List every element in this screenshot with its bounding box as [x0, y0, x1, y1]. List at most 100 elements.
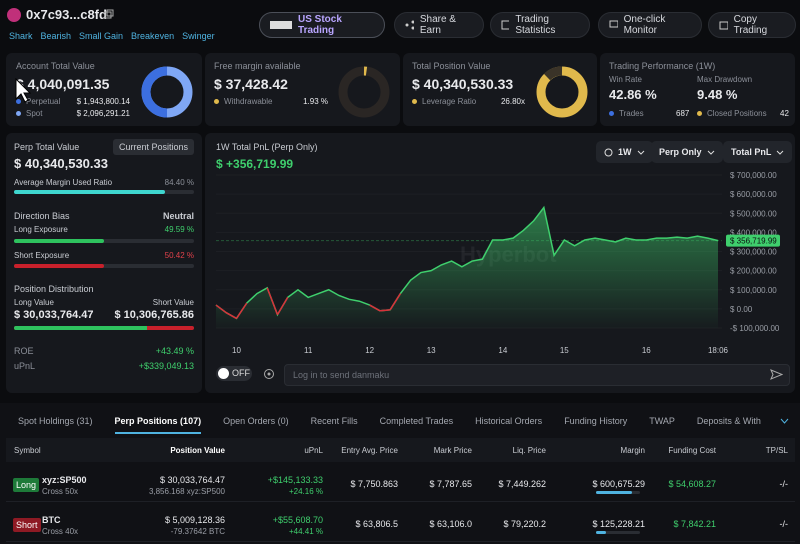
- label: Short Exposure: [14, 251, 70, 260]
- negative-segment: [369, 304, 381, 312]
- card-performance: Trading Performance (1W) Win Rate 42.86 …: [600, 53, 795, 126]
- column-header[interactable]: uPnL: [304, 446, 323, 455]
- current-badge: [726, 234, 780, 247]
- cell: $ 5,009,128.36: [164, 515, 225, 525]
- y-tick-label: -$ 100,000.00: [730, 324, 780, 333]
- column-header[interactable]: Mark Price: [433, 446, 472, 455]
- margin-bar: [14, 190, 194, 194]
- label: Perp Only: [659, 147, 702, 157]
- headline: $ +356,719.99: [216, 157, 294, 171]
- tab[interactable]: Completed Trades: [379, 416, 454, 426]
- stat-value: 42.86 %: [609, 87, 657, 102]
- negative-segment: [379, 309, 391, 312]
- metric-select[interactable]: Total PnL: [723, 141, 793, 163]
- cell: $ 7,750.863: [350, 479, 398, 489]
- avatar: [7, 8, 21, 22]
- y-tick-label: $ 200,000.00: [730, 267, 777, 276]
- tab[interactable]: Funding History: [564, 416, 628, 426]
- cell: $ 7,787.65: [429, 479, 472, 489]
- cell-sub: +44.41 %: [288, 527, 323, 536]
- negative-segment: [389, 293, 402, 311]
- column-header[interactable]: Funding Cost: [668, 446, 716, 455]
- tag: Shark: [9, 31, 33, 41]
- title: Free margin available: [214, 61, 301, 71]
- cell: $ 79,220.2: [503, 519, 546, 529]
- cell-sub: 3,856.168 xyz:SP500: [148, 487, 225, 496]
- tag: Breakeven: [131, 31, 175, 41]
- text: Trades: [619, 109, 644, 118]
- label: Short Value: [152, 298, 194, 307]
- monitor-button[interactable]: One-click Monitor: [598, 12, 702, 38]
- label: Copy Trading: [733, 14, 768, 36]
- label: uPnL: [14, 361, 36, 371]
- stats-button[interactable]: Trading Statistics: [490, 12, 590, 38]
- symbol: xyz:SP500: [42, 475, 87, 485]
- x-tick-label: 14: [498, 346, 507, 355]
- current-positions-button[interactable]: Current Positions: [112, 139, 194, 155]
- tab[interactable]: Perp Positions (107): [114, 416, 202, 434]
- text: Closed Positions: [707, 109, 767, 118]
- tag: Small Gain: [79, 31, 124, 41]
- pnl-chart: Hyperbot$ 700,000.00$ 600,000.00$ 500,00…: [215, 171, 780, 355]
- y-tick-label: $ 500,000.00: [730, 209, 777, 218]
- column-header[interactable]: Entry Avg. Price: [341, 446, 398, 455]
- cell: -/-: [779, 519, 789, 529]
- column-header[interactable]: Liq. Price: [512, 446, 546, 455]
- y-tick-label: $ 400,000.00: [730, 228, 777, 237]
- share-button[interactable]: Share & Earn: [394, 12, 484, 38]
- label: OFF: [232, 368, 250, 378]
- cell-sub: -79.37642 BTC: [170, 527, 225, 536]
- row-label: Perpetual: [16, 97, 60, 106]
- value: 49.59 %: [164, 225, 194, 234]
- tab[interactable]: Deposits & With: [696, 416, 761, 426]
- row-value: 42: [780, 109, 789, 118]
- danmaku-input[interactable]: Log in to send danmaku: [284, 364, 790, 386]
- tab[interactable]: Open Orders (0): [223, 416, 289, 426]
- x-tick-label: 12: [365, 346, 374, 355]
- cell: $ 125,228.21: [592, 519, 645, 529]
- cell: $ 54,608.27: [668, 479, 716, 489]
- cell: +$55,608.70: [272, 515, 323, 525]
- long-bar: [14, 239, 194, 243]
- tabs-more[interactable]: [780, 418, 789, 424]
- tab[interactable]: Recent Fills: [310, 416, 358, 426]
- us-stock-button[interactable]: US Stock Trading: [259, 12, 385, 38]
- copy-trading-button[interactable]: Copy Trading: [708, 12, 796, 38]
- danmaku-toggle[interactable]: OFF: [216, 366, 252, 381]
- stat-value: 9.48 %: [697, 87, 738, 102]
- value: $ 40,340,530.33: [412, 76, 514, 92]
- column-header[interactable]: TP/SL: [765, 446, 788, 455]
- label: One-click Monitor: [623, 14, 666, 36]
- pnl-area: [216, 207, 718, 328]
- row-divider: [6, 501, 795, 502]
- margin-bar: [596, 531, 640, 534]
- tab[interactable]: Spot Holdings (31): [18, 416, 93, 426]
- column-header[interactable]: Margin: [620, 446, 645, 455]
- value: $ 4,040,091.35: [16, 76, 110, 92]
- period-select[interactable]: 1W: [596, 141, 653, 163]
- label: Position Distribution: [14, 284, 94, 294]
- cell: $ 600,675.29: [592, 479, 645, 489]
- title: Total Position Value: [412, 61, 491, 71]
- row-label: Trades: [609, 109, 644, 118]
- column-header[interactable]: Symbol: [14, 446, 41, 455]
- tab[interactable]: Historical Orders: [475, 416, 543, 426]
- scope-select[interactable]: Perp Only: [651, 141, 723, 163]
- row-label: Leverage Ratio: [412, 97, 476, 106]
- tab[interactable]: TWAP: [649, 416, 675, 426]
- tags: Shark Bearish Small Gain Breakeven Swinger: [9, 26, 223, 44]
- label: Average Margin Used Ratio: [14, 178, 113, 187]
- card-position: Total Position Value $ 40,340,530.33 Lev…: [403, 53, 597, 126]
- value: 50.42 %: [164, 251, 194, 260]
- label: Long Exposure: [14, 225, 68, 234]
- row-label: Withdrawable: [214, 97, 272, 106]
- x-tick-label: 13: [427, 346, 436, 355]
- copy-icon[interactable]: [104, 9, 114, 19]
- settings-icon[interactable]: [263, 368, 275, 380]
- current-label: $ 356,719.99: [730, 237, 777, 246]
- label: 1W: [618, 147, 632, 157]
- value: $ 10,306,765.86: [114, 309, 194, 321]
- x-tick-label: 16: [642, 346, 651, 355]
- column-header[interactable]: Position Value: [170, 446, 225, 455]
